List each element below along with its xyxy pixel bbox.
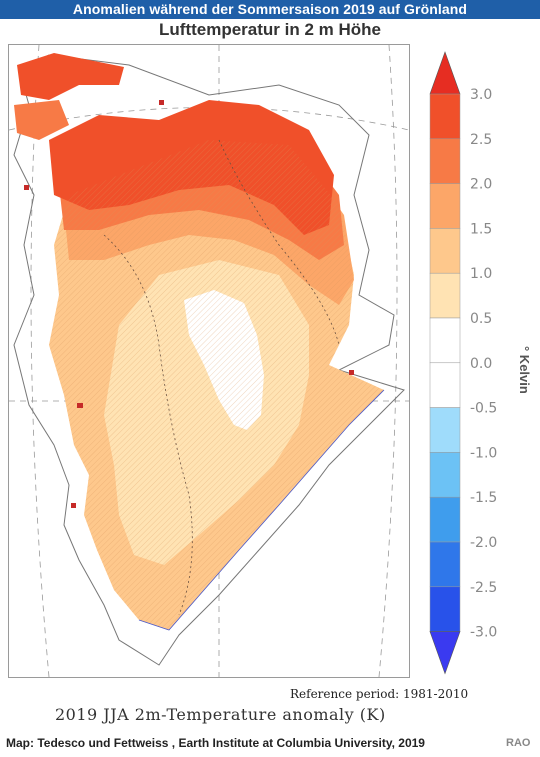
- colorbar-bin: [429, 586, 461, 632]
- colorbar-tick-label: 1.0: [470, 266, 492, 282]
- colorbar-bin: [429, 496, 461, 543]
- map-credit: Map: Tedesco und Fettweiss , Earth Insti…: [6, 736, 425, 750]
- colorbar-bin: [429, 93, 461, 140]
- significance-hatching: [49, 140, 384, 630]
- colorbar-over-arrow: [429, 51, 461, 95]
- colorbar-bin: [429, 228, 461, 274]
- colorbar-tick-label: -1.0: [470, 445, 497, 461]
- coastal-anomaly-pixels: [24, 100, 354, 508]
- colorbar-bin: [429, 452, 461, 498]
- colorbar-tick-label: -1.5: [470, 490, 497, 506]
- colorbar-bin: [429, 407, 461, 453]
- colorbar-tick-label: -2.5: [470, 580, 497, 596]
- elevation-contour: [103, 139, 340, 616]
- source-logo-text: RAO: [506, 737, 531, 749]
- plot-title: 2019 JJA 2m-Temperature anomaly (K): [55, 705, 386, 724]
- colorbar-under-arrow: [429, 631, 461, 675]
- colorbar-tick-label: -0.5: [470, 401, 497, 417]
- coastline-outline: [13, 54, 405, 666]
- colorbar-tick-label: 3.0: [470, 87, 492, 103]
- map-panel: [8, 44, 410, 678]
- page-title-bar: Anomalien während der Sommersaison 2019 …: [0, 0, 540, 19]
- reference-period: Reference period: 1981-2010: [290, 687, 469, 701]
- colorbar-tick-label: -2.0: [470, 535, 497, 551]
- colorbar-tick-label: -3.0: [470, 625, 497, 641]
- anomaly-zone-3.0-nw: [17, 53, 124, 100]
- colorbar-tick-label: 2.5: [470, 132, 492, 148]
- colorbar-tick-label: 0.0: [470, 356, 492, 372]
- ice-margin-outline: [138, 389, 385, 631]
- page-title: Anomalien während der Sommersaison 2019 …: [72, 1, 468, 17]
- colorbar: 3.0 2.5 2.0 1.5 1.0 0.5 0.0 -0.5 -1.0 -1.5 -2.0 -2.…: [429, 51, 497, 675]
- colorbar-bin: [429, 138, 461, 184]
- colorbar-unit-label: ° Kelvin: [517, 346, 532, 394]
- colorbar-bin: [429, 541, 461, 588]
- colorbar-tick-label: 0.5: [470, 311, 492, 327]
- colorbar-tick-label: 1.5: [470, 221, 492, 237]
- page-subtitle: Lufttemperatur in 2 m Höhe: [159, 20, 381, 39]
- colorbar-bin: [429, 272, 461, 319]
- anomaly-zone-2.5-nw-edge: [14, 100, 69, 140]
- colorbar-bin: [429, 317, 461, 364]
- greenland-anomaly-map: [9, 45, 409, 677]
- colorbar-bin: [429, 183, 461, 229]
- colorbar-tick-label: 2.0: [470, 177, 492, 193]
- colorbar-bin: [429, 362, 461, 408]
